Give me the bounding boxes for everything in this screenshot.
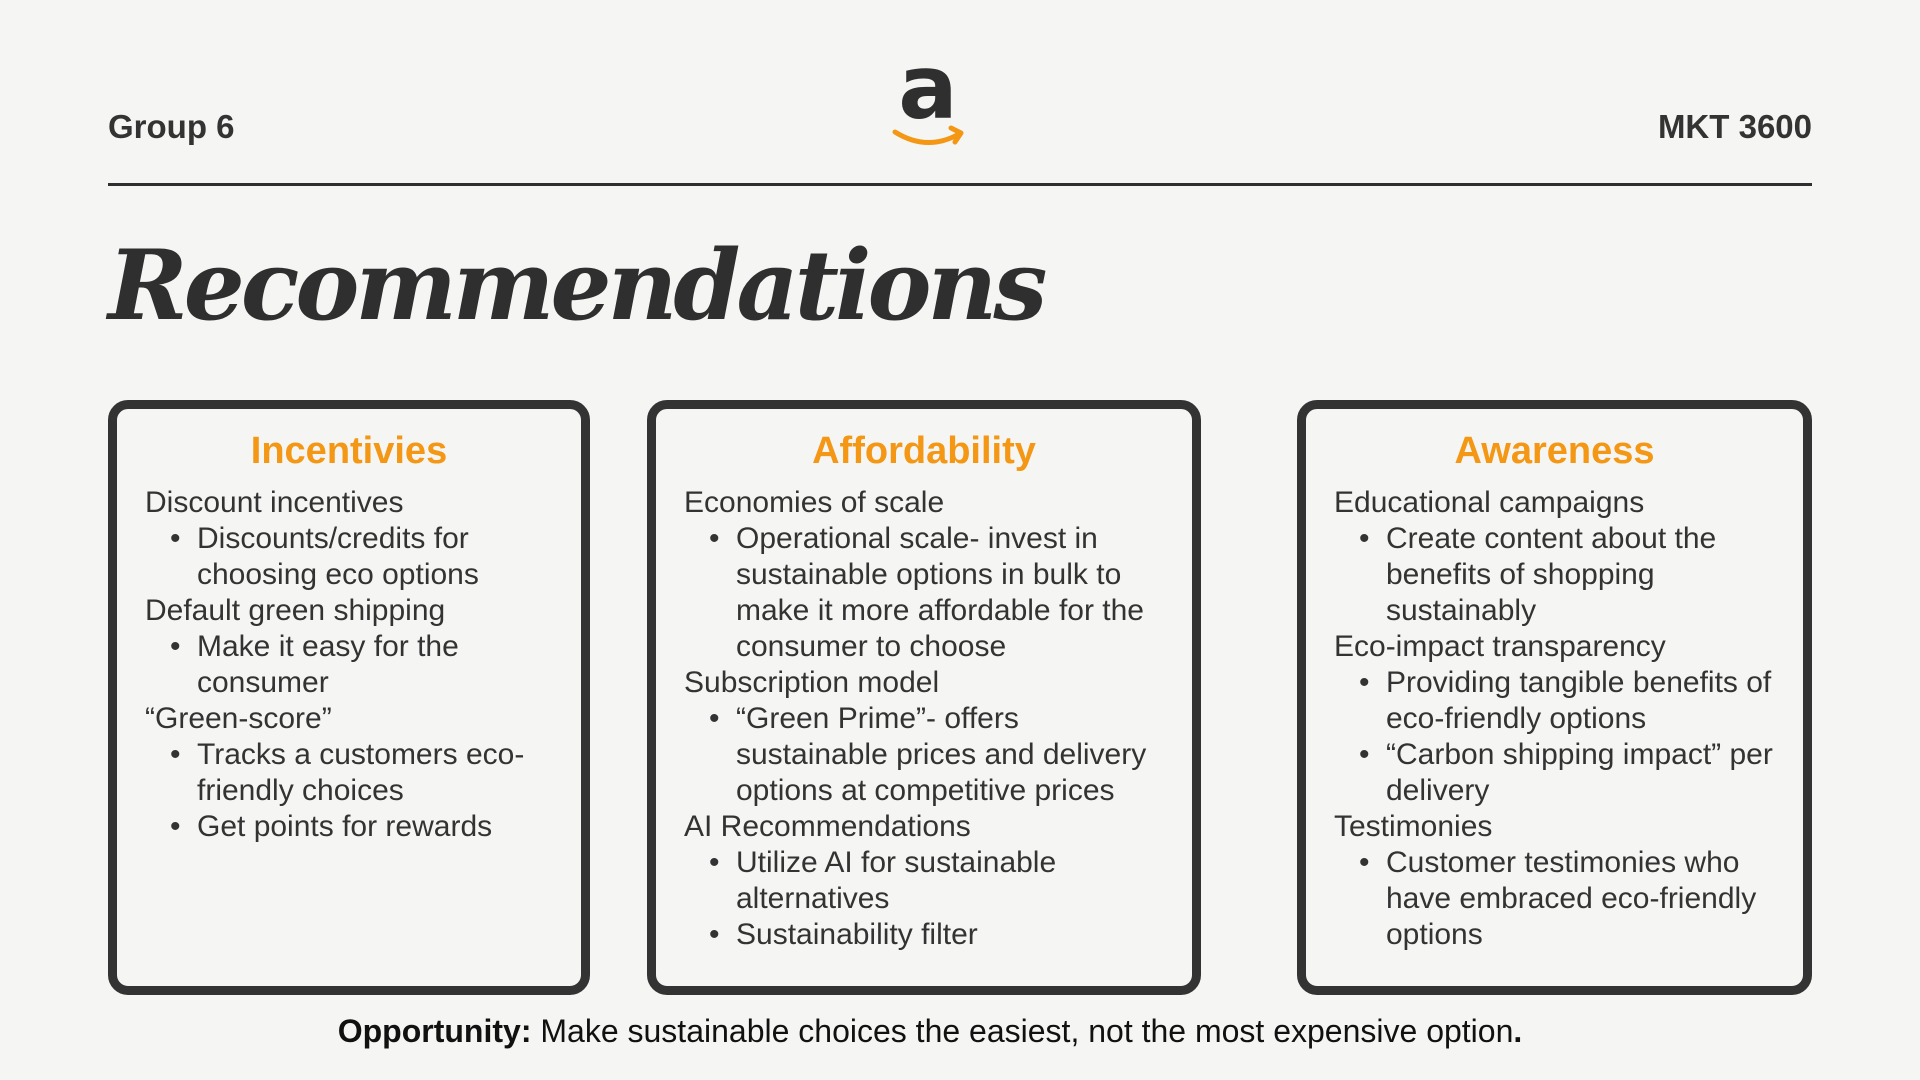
section-heading: Discount incentives — [145, 485, 404, 519]
card-title: Incentivies — [250, 430, 448, 472]
section-heading: Educational campaigns — [1334, 485, 1645, 519]
card-body: Economies of scale Operational scale- in… — [656, 485, 1192, 953]
card-title: Affordability — [812, 430, 1036, 472]
opportunity-text: Make sustainable choices the easiest, no… — [531, 1013, 1514, 1049]
opportunity-end-mark: . — [1513, 1013, 1523, 1049]
section-heading: Eco-impact transparency — [1334, 629, 1666, 663]
amazon-logo-graphic: a — [892, 36, 964, 145]
section-heading: AI Recommendations — [684, 809, 971, 843]
amazon-logo-icon: a — [887, 36, 969, 152]
bullet-list: Make it easy for the consumer — [145, 629, 565, 701]
section-heading: Testimonies — [1334, 809, 1493, 843]
card-incentives: Incentivies Discount incentives Discount… — [108, 400, 590, 995]
bullet-item: Discounts/credits for choosing eco optio… — [170, 521, 565, 593]
bullet-item: Customer testimonies who have embraced e… — [1359, 845, 1787, 953]
section-heading: Economies of scale — [684, 485, 945, 519]
card-body: Discount incentives Discounts/credits fo… — [117, 485, 581, 845]
opportunity-statement: Opportunity: Make sustainable choices th… — [0, 1013, 1860, 1050]
bullet-list: Tracks a customers eco-friendly choices … — [145, 737, 565, 845]
section-heading: “Green-score” — [145, 701, 332, 735]
bullet-item: Tracks a customers eco-friendly choices — [170, 737, 565, 809]
bullet-list: Customer testimonies who have embraced e… — [1334, 845, 1787, 953]
section-heading: Subscription model — [684, 665, 940, 699]
bullet-item: Make it easy for the consumer — [170, 629, 565, 701]
header-divider — [108, 183, 1812, 186]
bullet-item: Create content about the benefits of sho… — [1359, 521, 1787, 629]
bullet-item: Get points for rewards — [170, 809, 565, 845]
bullet-item: Utilize AI for sustainable alternatives — [709, 845, 1176, 917]
bullet-list: Discounts/credits for choosing eco optio… — [145, 521, 565, 593]
bullet-list: Utilize AI for sustainable alternatives … — [684, 845, 1176, 953]
bullet-item: “Green Prime”- offers sustainable prices… — [709, 701, 1176, 809]
group-label: Group 6 — [108, 108, 235, 145]
bullet-list: “Green Prime”- offers sustainable prices… — [684, 701, 1176, 809]
bullet-item: Providing tangible benefits of eco-frien… — [1359, 665, 1787, 737]
bullet-item: Sustainability filter — [709, 917, 1176, 953]
card-body: Educational campaigns Create content abo… — [1306, 485, 1803, 953]
card-title: Awareness — [1454, 430, 1655, 472]
card-affordability: Affordability Economies of scale Operati… — [647, 400, 1201, 995]
course-label: MKT 3600 — [1657, 108, 1812, 145]
section-heading: Default green shipping — [145, 593, 446, 627]
bullet-list: Providing tangible benefits of eco-frien… — [1334, 665, 1787, 809]
bullet-list: Create content about the benefits of sho… — [1334, 521, 1787, 629]
amazon-logo-letter: a — [898, 52, 957, 139]
opportunity-label: Opportunity: — [337, 1013, 532, 1049]
bullet-item: Operational scale- invest in sustainable… — [709, 521, 1176, 665]
card-awareness: Awareness Educational campaigns Create c… — [1297, 400, 1812, 995]
bullet-list: Operational scale- invest in sustainable… — [684, 521, 1176, 665]
page-title: Recommendations — [108, 229, 1047, 342]
bullet-item: “Carbon shipping impact” per delivery — [1359, 737, 1787, 809]
